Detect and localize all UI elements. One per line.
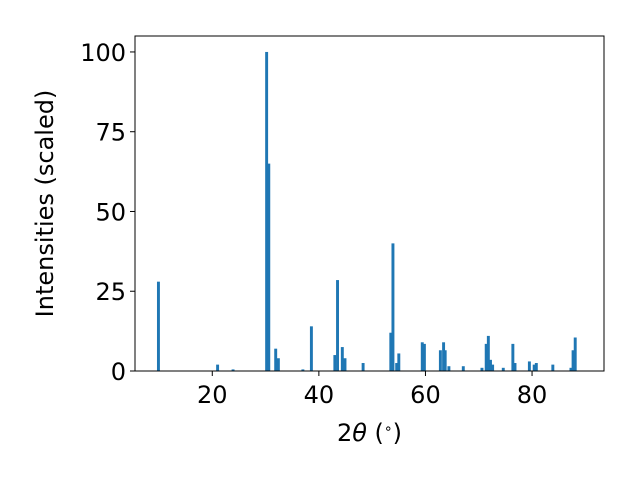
bar — [447, 366, 451, 371]
bar — [389, 332, 393, 371]
x-axis-label-close: ) — [393, 419, 402, 447]
bar — [491, 364, 495, 371]
bar — [395, 363, 399, 371]
bar — [484, 343, 488, 371]
x-axis-label-degree: ∘ — [384, 421, 393, 437]
bar — [534, 363, 538, 371]
bar — [422, 343, 426, 371]
y-tick-label: 100 — [80, 39, 126, 67]
bar — [391, 243, 395, 371]
bar — [156, 281, 160, 371]
y-tick-label: 75 — [95, 119, 126, 147]
bar — [267, 163, 271, 371]
bar — [511, 343, 515, 371]
y-tick-label: 25 — [95, 278, 126, 306]
x-axis: 20 40 60 80 — [197, 371, 547, 409]
bar — [274, 348, 278, 371]
y-axis-label: Intensities (scaled) — [31, 90, 59, 318]
bar — [573, 337, 577, 371]
bar-group — [156, 51, 577, 371]
bar — [489, 359, 492, 371]
x-axis-label-theta: θ — [352, 419, 367, 447]
bar — [301, 369, 305, 371]
bar — [527, 361, 531, 371]
bar — [309, 326, 313, 371]
bar — [571, 350, 575, 371]
bar — [343, 358, 347, 371]
y-axis: 0 25 50 75 100 — [80, 39, 135, 386]
plot-frame — [134, 35, 605, 372]
bar — [532, 364, 536, 371]
bar — [486, 335, 490, 371]
bar — [336, 280, 339, 371]
bar — [442, 342, 446, 371]
bar — [501, 367, 505, 371]
bar — [333, 355, 337, 371]
bar — [265, 51, 269, 371]
bar — [340, 347, 344, 371]
bar — [216, 364, 220, 371]
y-tick-label: 0 — [111, 358, 126, 386]
bar — [480, 367, 484, 371]
bar — [420, 342, 424, 371]
y-tick-label: 50 — [95, 198, 126, 226]
x-axis-label: 2θ (∘) — [337, 419, 402, 447]
bar — [569, 367, 573, 371]
bar — [397, 353, 401, 371]
bar — [361, 363, 365, 371]
x-tick-label: 80 — [517, 381, 548, 409]
x-axis-label-open: ( — [367, 419, 384, 447]
x-tick-label: 40 — [304, 381, 335, 409]
bar — [551, 364, 555, 371]
x-axis-label-number: 2 — [337, 419, 352, 447]
bar — [513, 363, 517, 371]
bar — [443, 350, 447, 371]
bar — [461, 366, 465, 371]
bar — [438, 350, 442, 371]
x-tick-label: 60 — [410, 381, 441, 409]
bar — [231, 369, 235, 371]
bar — [276, 358, 280, 371]
x-tick-label: 20 — [197, 381, 228, 409]
